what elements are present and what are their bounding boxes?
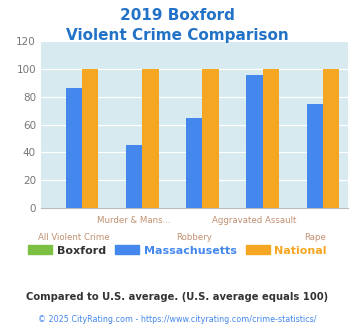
Text: Violent Crime Comparison: Violent Crime Comparison — [66, 28, 289, 43]
Legend: Boxford, Massachusetts, National: Boxford, Massachusetts, National — [23, 241, 332, 260]
Bar — [82, 69, 98, 208]
Text: Compared to U.S. average. (U.S. average equals 100): Compared to U.S. average. (U.S. average … — [26, 292, 329, 302]
Bar — [142, 69, 159, 208]
Text: All Violent Crime: All Violent Crime — [38, 233, 110, 242]
Text: Murder & Mans...: Murder & Mans... — [97, 216, 171, 225]
Text: Rape: Rape — [304, 233, 326, 242]
Bar — [66, 88, 82, 208]
Text: 2019 Boxford: 2019 Boxford — [120, 8, 235, 23]
Bar — [307, 104, 323, 208]
Text: Aggravated Assault: Aggravated Assault — [212, 216, 297, 225]
Text: Robbery: Robbery — [176, 233, 212, 242]
Bar — [202, 69, 219, 208]
Bar — [263, 69, 279, 208]
Bar — [186, 117, 202, 208]
Text: © 2025 CityRating.com - https://www.cityrating.com/crime-statistics/: © 2025 CityRating.com - https://www.city… — [38, 315, 317, 324]
Bar — [323, 69, 339, 208]
Bar — [126, 146, 142, 208]
Bar — [246, 75, 263, 208]
